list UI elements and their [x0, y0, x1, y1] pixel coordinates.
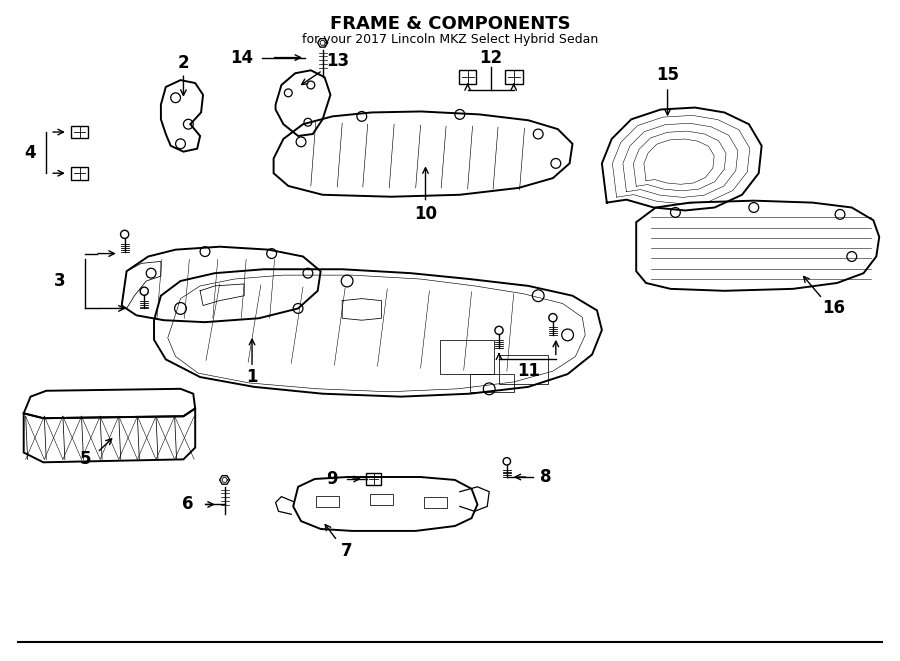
Bar [470, 374, 514, 392]
Text: 9: 9 [327, 470, 338, 488]
Text: 15: 15 [656, 66, 680, 84]
Text: 1: 1 [247, 368, 257, 386]
Text: 16: 16 [823, 299, 846, 317]
Bar [370, 494, 393, 506]
Bar [440, 340, 494, 374]
Bar [459, 70, 476, 84]
Text: 7: 7 [341, 541, 353, 559]
Text: 5: 5 [80, 450, 91, 469]
Text: 11: 11 [517, 362, 540, 380]
Text: 14: 14 [230, 48, 254, 67]
Text: 3: 3 [54, 272, 66, 290]
Bar [365, 473, 382, 485]
Text: 6: 6 [182, 496, 194, 514]
Text: 8: 8 [540, 468, 552, 486]
Bar [316, 496, 339, 508]
Bar [499, 354, 548, 384]
Bar [505, 70, 523, 84]
Bar [424, 496, 447, 508]
Bar [71, 126, 88, 138]
Text: FRAME & COMPONENTS: FRAME & COMPONENTS [329, 15, 571, 33]
Text: 12: 12 [480, 48, 503, 67]
Bar [71, 167, 88, 180]
Text: for your 2017 Lincoln MKZ Select Hybrid Sedan: for your 2017 Lincoln MKZ Select Hybrid … [302, 34, 598, 46]
Text: 13: 13 [326, 52, 349, 69]
Text: 2: 2 [177, 54, 189, 73]
Text: 10: 10 [414, 206, 437, 223]
Text: 4: 4 [24, 143, 36, 162]
